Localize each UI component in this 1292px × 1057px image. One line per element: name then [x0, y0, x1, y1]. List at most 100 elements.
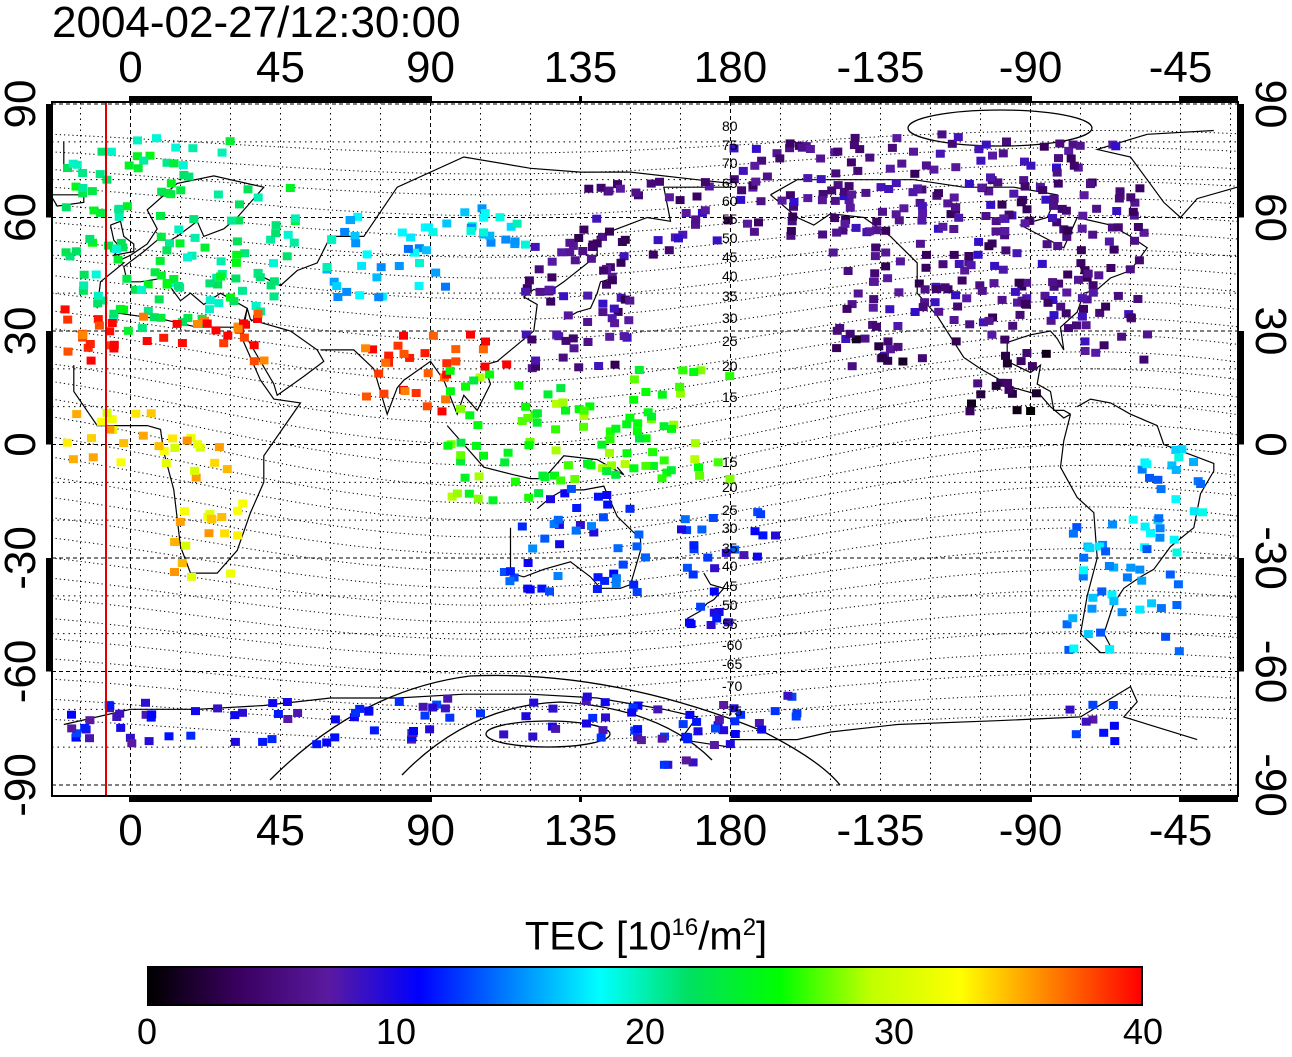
- tec-cell: [749, 227, 759, 236]
- tec-cell: [1069, 644, 1079, 653]
- tec-cell: [599, 266, 609, 275]
- tec-cell: [63, 315, 73, 324]
- tec-cell: [991, 381, 1001, 390]
- mlat-label: -65: [722, 656, 742, 672]
- tec-cell: [549, 520, 559, 529]
- tec-cell: [711, 724, 720, 733]
- tec-cell: [139, 156, 149, 165]
- tec-cell: [1008, 321, 1018, 330]
- tec-cell: [528, 732, 538, 741]
- tec-cell: [619, 252, 629, 261]
- tec-cell: [620, 460, 630, 469]
- tec-cell: [686, 620, 696, 629]
- mlat-contour: [52, 385, 1238, 466]
- mlat-label: 40: [722, 268, 738, 284]
- tec-cell: [578, 247, 588, 255]
- mlat-label: -70: [722, 678, 742, 694]
- tec-cell: [574, 363, 584, 372]
- tec-cell: [501, 235, 511, 244]
- tec-cell: [476, 709, 485, 718]
- tec-cell: [1049, 201, 1058, 210]
- tec-cell: [563, 461, 573, 470]
- tec-cell: [231, 274, 241, 283]
- timestamp: 2004-02-27/12:30:00: [52, 0, 461, 47]
- lon-tick-label-top: 90: [406, 43, 455, 92]
- tec-cell: [1099, 341, 1109, 350]
- tec-cell: [156, 271, 166, 280]
- tec-cell: [478, 345, 488, 354]
- tec-cell: [1022, 349, 1032, 357]
- tec-cell: [374, 293, 384, 302]
- tec-cell: [872, 322, 881, 331]
- tec-cell: [681, 209, 691, 217]
- tec-cell: [554, 520, 564, 529]
- tec-cell: [555, 540, 565, 549]
- tec-cell: [144, 737, 154, 746]
- tec-cell: [553, 515, 563, 524]
- tec-cell: [105, 702, 115, 710]
- tec-cell: [182, 436, 192, 445]
- tec-cell: [85, 234, 95, 243]
- mlat-label: 25: [722, 333, 738, 349]
- tec-cell: [772, 149, 782, 158]
- tec-cell: [178, 161, 188, 170]
- tec-cell: [141, 710, 151, 719]
- tec-cell: [1012, 249, 1022, 258]
- tec-cell: [840, 219, 850, 228]
- tec-cell: [97, 147, 107, 156]
- mlat-label: 80: [722, 118, 738, 134]
- tec-cell: [1052, 218, 1062, 227]
- tec-cell: [633, 725, 643, 734]
- tec-cell: [133, 164, 143, 173]
- tec-cell: [503, 448, 513, 457]
- tec-cell: [860, 334, 870, 343]
- mlat-contour: [52, 464, 1238, 538]
- tec-cell: [168, 434, 177, 443]
- tec-cell: [648, 448, 658, 457]
- tec-cell: [883, 356, 893, 365]
- tec-cell: [67, 710, 76, 719]
- tec-cell: [975, 281, 985, 290]
- tec-cell: [910, 169, 920, 178]
- lat-tick-label-left: -30: [0, 526, 45, 590]
- tec-cell: [499, 568, 509, 576]
- tec-cell: [469, 376, 479, 385]
- tec-cell: [897, 159, 907, 168]
- tec-cell: [786, 231, 796, 240]
- tec-cell: [202, 319, 212, 328]
- lon-tick-label-top: -135: [836, 43, 924, 92]
- tec-cell: [1049, 194, 1059, 203]
- mlat-label: -75: [722, 703, 742, 719]
- tec-cell: [166, 179, 176, 188]
- tec-cell: [786, 227, 796, 235]
- tec-cell: [871, 226, 881, 235]
- tec-cell: [206, 514, 216, 523]
- tec-cell: [729, 144, 739, 153]
- tec-cell: [253, 193, 263, 202]
- mlat-contour: [52, 164, 1238, 196]
- tec-cell: [191, 473, 201, 482]
- tec-cell: [243, 185, 253, 194]
- mlat-label: 50: [722, 597, 738, 613]
- tec-cell: [586, 254, 596, 263]
- tec-cell: [917, 354, 927, 363]
- tec-cell: [122, 202, 132, 211]
- tec-cell: [657, 734, 667, 743]
- tec-cell: [111, 244, 121, 253]
- tec-cell: [725, 740, 735, 749]
- tec-cell: [943, 199, 953, 208]
- tec-cell: [1065, 705, 1075, 714]
- tec-cell: [962, 294, 972, 303]
- tec-cell: [190, 466, 200, 475]
- tec-cell: [235, 200, 244, 209]
- tec-cell: [133, 136, 142, 145]
- tec-cell: [1004, 210, 1014, 219]
- tec-cell: [754, 719, 764, 727]
- tec-cell: [1174, 647, 1184, 656]
- tec-cell: [951, 203, 961, 212]
- tec-cell: [171, 143, 181, 152]
- lon-tick-label-bottom: -90: [999, 806, 1063, 855]
- tec-cell: [870, 252, 880, 261]
- tec-cell: [953, 133, 963, 142]
- tec-cell: [1063, 270, 1073, 279]
